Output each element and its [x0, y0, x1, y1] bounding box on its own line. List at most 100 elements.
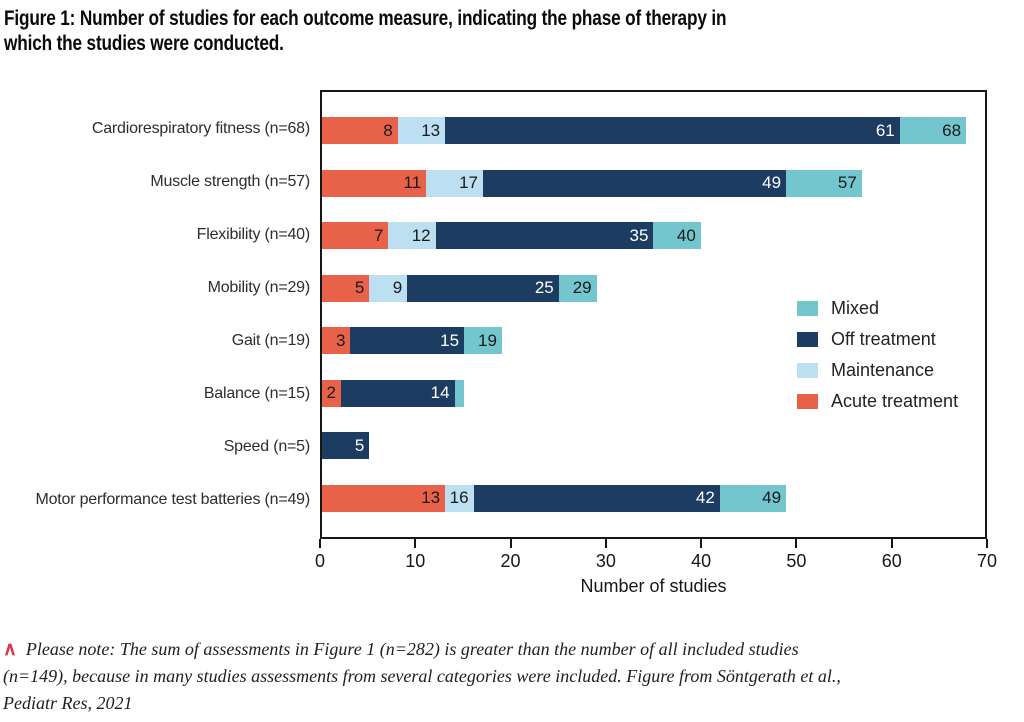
tick-mark — [890, 539, 893, 548]
category-label: Cardiorespiratory fitness (n=68) — [91, 120, 310, 138]
bar-value-label: 14 — [430, 383, 450, 403]
tick-label: 0 — [314, 551, 326, 571]
footnote-text-2: (n=149), because in many studies assessm… — [3, 666, 841, 686]
bar-segment-mixed: 49 — [719, 484, 787, 512]
tick-mark — [604, 539, 607, 548]
bar-segment-off-treatment: 15 — [350, 327, 465, 355]
bar-row: 11 17 49 57 — [322, 169, 985, 197]
bar-row: 7 12 35 40 — [322, 222, 985, 250]
legend-label: Mixed — [831, 298, 880, 318]
category-axis: Cardiorespiratory fitness (n=68) Muscle s… — [0, 90, 310, 539]
bars-container: 8 13 61 68 11 17 49 57 7 12 35 40 5 9 25 29 3 15 19 2 14 5 13 1… — [322, 92, 985, 537]
tick-label: 60 — [881, 551, 902, 571]
tick-label: 10 — [405, 551, 426, 571]
category-label: Mobility (n=29) — [207, 279, 311, 296]
bar-value-label: 7 — [373, 225, 384, 245]
category-label: Motor performance test batteries (n=49) — [35, 490, 310, 508]
bar-value-label: 49 — [762, 173, 782, 193]
figure-title-line2: which the studies were conducted. — [4, 32, 284, 55]
bar-value-label: 19 — [478, 330, 497, 350]
bar-segment-maintenance: 17 — [426, 169, 483, 197]
tick-mark — [986, 539, 988, 548]
category-label: Gait (n=19) — [231, 331, 310, 349]
bar-segment-acute-treatment: 7 — [322, 222, 389, 250]
bar-segment-off-treatment: 42 — [473, 484, 720, 512]
footnote: ∧ Please note: The sum of assessments in … — [3, 636, 841, 717]
bar-segment-off-treatment: 25 — [407, 274, 559, 302]
bar-row: 13 16 42 49 — [322, 484, 985, 512]
x-axis-title: Number of studies — [580, 576, 727, 596]
legend-swatch — [797, 301, 818, 316]
tick-label: 50 — [786, 551, 807, 571]
tick-label: 30 — [595, 551, 616, 571]
bar-segment-acute-treatment: 2 — [322, 379, 341, 407]
bar-value-label: 42 — [695, 488, 715, 507]
legend-item-maintenance: Maintenance — [797, 355, 958, 386]
figure-title-line1: Figure 1: Number of studies for each out… — [4, 7, 727, 30]
footnote-text-1: Please note: The sum of assessments in F… — [25, 639, 799, 659]
bar-value-label: 2 — [326, 383, 336, 403]
bar-segment-mixed: 40 — [653, 222, 701, 250]
bar-value-label: 68 — [942, 120, 962, 140]
x-axis: 0 10 20 30 40 50 60 70 — [315, 539, 997, 599]
bar-value-label: 35 — [629, 225, 649, 245]
tick-mark — [700, 539, 703, 548]
bar-value-label: 25 — [534, 278, 554, 298]
legend-label: Off treatment — [831, 329, 936, 349]
bar-segment-maintenance: 9 — [369, 274, 408, 302]
tick-label: 20 — [500, 551, 521, 571]
bar-segment-maintenance: 13 — [397, 117, 446, 145]
bar-segment-mixed: 68 — [899, 117, 967, 145]
bar-value-label: 15 — [440, 330, 460, 350]
bar-value-label: 16 — [449, 488, 469, 507]
bar-value-label: 9 — [392, 278, 403, 298]
bar-segment-off-treatment: 35 — [435, 222, 654, 250]
bar-segment-mixed: 57 — [786, 169, 862, 197]
bar-segment-mixed: 19 — [464, 327, 502, 355]
bar-row: 2 14 — [322, 379, 985, 407]
bar-value-label: 13 — [421, 120, 441, 140]
legend-item-acute-treatment: Acute treatment — [797, 386, 958, 417]
footnote-line-2: (n=149), because in many studies assessm… — [3, 663, 841, 690]
category-label: Speed (n=5) — [223, 437, 311, 455]
legend-label: Maintenance — [831, 360, 935, 380]
bar-segment-acute-treatment: 11 — [322, 169, 427, 197]
footnote-text-3: Pediatr Res, 2021 — [3, 693, 133, 713]
bar-value-label: 5 — [354, 278, 365, 298]
bar-value-label: 13 — [421, 488, 441, 507]
bar-value-label: 17 — [459, 173, 478, 193]
tick-mark — [319, 539, 321, 548]
legend-label: Acute treatment — [831, 391, 959, 411]
bar-segment-acute-treatment: 8 — [322, 117, 398, 145]
legend-item-off-treatment: Off treatment — [797, 324, 958, 355]
caret-up-icon: ∧ — [3, 639, 17, 660]
bar-value-label: 3 — [335, 330, 346, 350]
bar-segment-off-treatment: 5 — [322, 432, 370, 460]
footnote-line-1: ∧ Please note: The sum of assessments in … — [3, 636, 841, 663]
bar-segment-maintenance: 16 — [445, 484, 474, 512]
tick-label: 70 — [976, 551, 998, 571]
bar-row: 8 13 61 68 — [322, 117, 985, 145]
category-label: Flexibility (n=40) — [196, 226, 311, 244]
bar-segment-mixed — [454, 379, 465, 407]
bar-value-label: 11 — [403, 173, 422, 193]
bar-value-label: 61 — [875, 120, 895, 140]
bar-value-label: 57 — [837, 173, 857, 193]
bar-value-label: 8 — [383, 120, 393, 140]
legend-swatch — [797, 394, 818, 409]
bar-segment-off-treatment: 61 — [445, 117, 900, 145]
plot-area: 8 13 61 68 11 17 49 57 7 12 35 40 5 9 25 29 3 15 19 2 14 5 13 1… — [320, 90, 987, 539]
bar-segment-acute-treatment: 3 — [322, 327, 351, 355]
legend-swatch — [797, 332, 818, 347]
tick-mark — [414, 539, 417, 548]
bar-row: 3 15 19 — [322, 327, 985, 355]
bar-value-label: 12 — [411, 225, 431, 245]
bar-segment-maintenance: 12 — [388, 222, 436, 250]
legend: Mixed Off treatment Maintenance Acute treat… — [797, 293, 958, 417]
bar-value-label: 29 — [572, 278, 592, 298]
tick-label: 40 — [691, 551, 712, 571]
bar-value-label: 49 — [762, 488, 782, 507]
bar-value-label: 40 — [676, 225, 696, 245]
bar-segment-off-treatment: 49 — [483, 169, 787, 197]
bar-segment-acute-treatment: 13 — [322, 484, 446, 512]
